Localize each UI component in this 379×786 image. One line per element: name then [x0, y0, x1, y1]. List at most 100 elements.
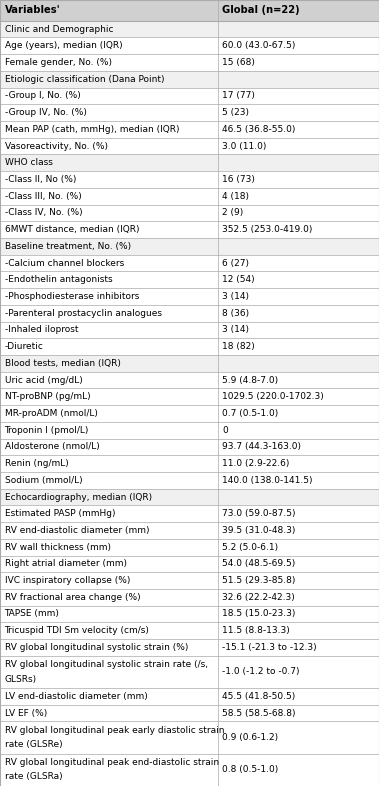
Bar — [0, 154, 218, 171]
Text: RV global longitudinal peak early diastolic strain: RV global longitudinal peak early diasto… — [5, 726, 224, 735]
Bar — [218, 522, 379, 538]
Text: 51.5 (29.3-85.8): 51.5 (29.3-85.8) — [222, 576, 296, 585]
Bar — [0, 589, 218, 606]
Text: -Phosphodiesterase inhibitors: -Phosphodiesterase inhibitors — [5, 292, 139, 301]
Text: Uric acid (mg/dL): Uric acid (mg/dL) — [5, 376, 82, 384]
Text: Etiologic classification (Dana Point): Etiologic classification (Dana Point) — [5, 75, 164, 84]
Bar — [218, 138, 379, 154]
Bar — [0, 288, 218, 305]
Bar — [218, 271, 379, 288]
Text: Renin (ng/mL): Renin (ng/mL) — [5, 459, 68, 468]
Text: -Inhaled iloprost: -Inhaled iloprost — [5, 325, 78, 334]
Bar — [218, 20, 379, 38]
Text: 18 (82): 18 (82) — [222, 342, 255, 351]
Text: 11.5 (8.8-13.3): 11.5 (8.8-13.3) — [222, 626, 290, 635]
Text: -Class II, No (%): -Class II, No (%) — [5, 175, 76, 184]
Text: WHO class: WHO class — [5, 158, 52, 167]
Text: 46.5 (36.8-55.0): 46.5 (36.8-55.0) — [222, 125, 296, 134]
Text: 93.7 (44.3-163.0): 93.7 (44.3-163.0) — [222, 443, 301, 451]
Text: 15 (68): 15 (68) — [222, 58, 255, 67]
Bar — [218, 489, 379, 505]
Text: 11.0 (2.9-22.6): 11.0 (2.9-22.6) — [222, 459, 290, 468]
Bar — [218, 105, 379, 121]
Bar — [218, 639, 379, 656]
Bar — [0, 372, 218, 388]
Bar — [218, 722, 379, 754]
Text: Global (n=22): Global (n=22) — [222, 6, 300, 16]
Bar — [218, 422, 379, 439]
Bar — [0, 754, 218, 786]
Bar — [0, 338, 218, 355]
Bar — [218, 238, 379, 255]
Bar — [218, 71, 379, 87]
Text: NT-proBNP (pg/mL): NT-proBNP (pg/mL) — [5, 392, 90, 401]
Bar — [0, 688, 218, 705]
Bar — [0, 321, 218, 338]
Bar — [218, 538, 379, 556]
Text: Variables': Variables' — [5, 6, 60, 16]
Bar — [218, 204, 379, 222]
Text: rate (GLSRa): rate (GLSRa) — [5, 773, 62, 781]
Bar — [218, 572, 379, 589]
Bar — [0, 238, 218, 255]
Bar — [0, 455, 218, 472]
Bar — [218, 372, 379, 388]
Text: -Group I, No. (%): -Group I, No. (%) — [5, 91, 80, 101]
Bar — [0, 439, 218, 455]
Bar — [0, 572, 218, 589]
Bar — [218, 288, 379, 305]
Bar — [0, 722, 218, 754]
Text: 18.5 (15.0-23.3): 18.5 (15.0-23.3) — [222, 609, 296, 619]
Text: RV end-diastolic diameter (mm): RV end-diastolic diameter (mm) — [5, 526, 149, 535]
Bar — [218, 255, 379, 271]
Text: -Diuretic: -Diuretic — [5, 342, 44, 351]
Bar — [0, 121, 218, 138]
Bar — [218, 355, 379, 372]
Bar — [0, 422, 218, 439]
Text: 12 (54): 12 (54) — [222, 275, 255, 285]
Text: 5.9 (4.8-7.0): 5.9 (4.8-7.0) — [222, 376, 279, 384]
Text: 3.0 (11.0): 3.0 (11.0) — [222, 141, 267, 151]
Bar — [218, 38, 379, 54]
Text: 6 (27): 6 (27) — [222, 259, 249, 267]
Text: -1.0 (-1.2 to -0.7): -1.0 (-1.2 to -0.7) — [222, 667, 300, 677]
Bar — [218, 338, 379, 355]
Text: Vasoreactivity, No. (%): Vasoreactivity, No. (%) — [5, 141, 108, 151]
Bar — [218, 405, 379, 422]
Bar — [0, 71, 218, 87]
Text: 352.5 (253.0-419.0): 352.5 (253.0-419.0) — [222, 225, 313, 234]
Bar — [0, 388, 218, 405]
Text: 3 (14): 3 (14) — [222, 325, 249, 334]
Text: RV wall thickness (mm): RV wall thickness (mm) — [5, 542, 111, 552]
Text: 58.5 (58.5-68.8): 58.5 (58.5-68.8) — [222, 709, 296, 718]
Text: IVC inspiratory collapse (%): IVC inspiratory collapse (%) — [5, 576, 130, 585]
Text: 0: 0 — [222, 426, 228, 435]
Text: Baseline treatment, No. (%): Baseline treatment, No. (%) — [5, 242, 131, 251]
Bar — [0, 255, 218, 271]
Text: -Endothelin antagonists: -Endothelin antagonists — [5, 275, 112, 285]
Bar — [218, 222, 379, 238]
Bar — [218, 754, 379, 786]
Text: -Parenteral prostacyclin analogues: -Parenteral prostacyclin analogues — [5, 309, 161, 318]
Bar — [0, 105, 218, 121]
Bar — [218, 656, 379, 688]
Text: 45.5 (41.8-50.5): 45.5 (41.8-50.5) — [222, 692, 296, 701]
Text: RV global longitudinal systolic strain (%): RV global longitudinal systolic strain (… — [5, 643, 188, 652]
Bar — [0, 656, 218, 688]
Text: LV end-diastolic diameter (mm): LV end-diastolic diameter (mm) — [5, 692, 147, 701]
Text: 4 (18): 4 (18) — [222, 192, 249, 200]
Bar — [0, 472, 218, 489]
Bar — [0, 271, 218, 288]
Text: Mean PAP (cath, mmHg), median (IQR): Mean PAP (cath, mmHg), median (IQR) — [5, 125, 179, 134]
Bar — [0, 538, 218, 556]
Bar — [0, 138, 218, 154]
Bar — [218, 121, 379, 138]
Text: Clinic and Demographic: Clinic and Demographic — [5, 24, 113, 34]
Bar — [0, 38, 218, 54]
Text: 0.7 (0.5-1.0): 0.7 (0.5-1.0) — [222, 409, 279, 418]
Text: MR-proADM (nmol/L): MR-proADM (nmol/L) — [5, 409, 97, 418]
Bar — [0, 606, 218, 623]
Bar — [218, 171, 379, 188]
Bar — [0, 505, 218, 522]
Bar — [218, 188, 379, 204]
